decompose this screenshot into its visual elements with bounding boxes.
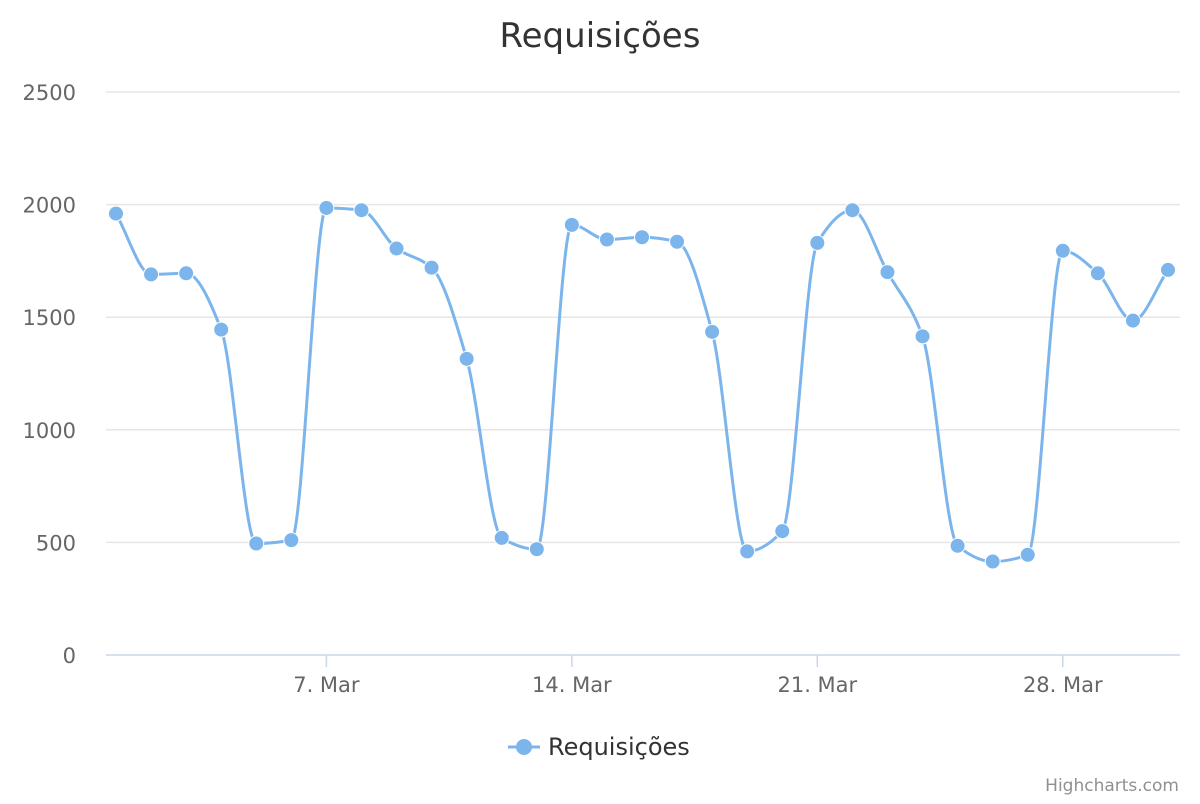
data-point <box>1160 261 1176 278</box>
y-tick-label: 1000 <box>23 419 76 443</box>
x-tick-label: 14. Mar <box>532 673 612 697</box>
data-point <box>388 240 405 257</box>
data-point <box>1089 265 1106 282</box>
y-tick-label: 1500 <box>23 306 76 330</box>
data-point <box>1054 242 1071 259</box>
data-point <box>213 321 230 338</box>
grid-lines <box>106 91 1180 544</box>
data-point <box>914 328 931 345</box>
x-axis: 7. Mar 14. Mar 21. Mar 28. Mar <box>106 654 1180 697</box>
x-tick-label: 28. Mar <box>1023 673 1103 697</box>
data-point <box>634 229 650 246</box>
data-point <box>108 205 124 222</box>
data-point <box>739 543 756 560</box>
chart-title: Requisições <box>500 16 701 56</box>
data-point <box>143 266 160 283</box>
data-point <box>563 216 580 233</box>
data-point <box>844 202 861 219</box>
data-point <box>809 234 826 251</box>
credits-link[interactable]: Highcharts.com <box>1045 776 1179 796</box>
y-tick-label: 2000 <box>23 194 76 218</box>
data-point <box>353 202 370 219</box>
data-point <box>1019 546 1036 563</box>
data-point <box>283 532 300 549</box>
data-point <box>423 259 440 276</box>
y-tick-label: 2500 <box>23 81 76 105</box>
data-point <box>598 231 615 248</box>
legend-item-requisicoes[interactable]: Requisições <box>548 733 690 761</box>
data-point <box>949 537 966 554</box>
data-point <box>458 350 475 367</box>
data-point <box>318 199 335 216</box>
x-tick-label: 7. Mar <box>293 673 360 697</box>
data-point <box>984 553 1001 570</box>
y-axis: 0 500 1000 1500 2000 2500 <box>23 81 76 668</box>
data-point <box>493 529 510 546</box>
series-points <box>108 199 1176 570</box>
y-tick-label: 500 <box>36 531 76 555</box>
x-tick-label: 21. Mar <box>777 673 857 697</box>
data-point <box>178 265 195 282</box>
data-point <box>774 523 791 540</box>
data-point <box>1124 312 1141 329</box>
data-point <box>528 541 545 558</box>
data-point <box>669 233 686 250</box>
data-point <box>879 264 896 281</box>
data-point <box>704 323 721 340</box>
legend-symbol-marker <box>516 739 532 755</box>
y-tick-label: 0 <box>63 644 76 668</box>
data-point <box>248 535 265 552</box>
legend[interactable]: Requisições <box>508 733 690 761</box>
series-line-requisicoes <box>114 206 1170 564</box>
